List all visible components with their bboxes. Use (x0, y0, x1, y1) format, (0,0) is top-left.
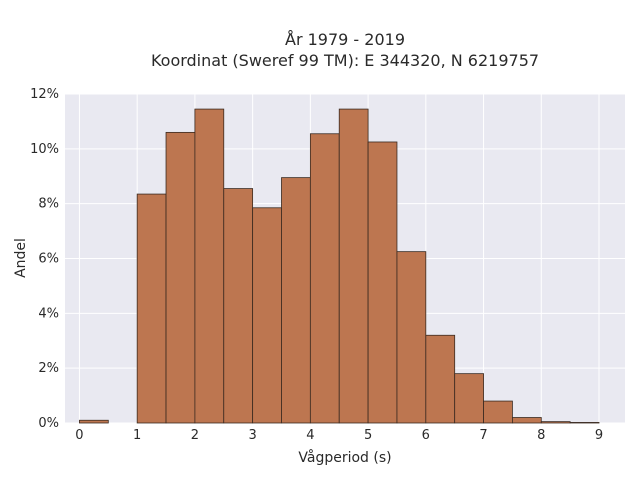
x-tick-label: 8 (537, 428, 545, 443)
x-tick-label: 1 (133, 428, 141, 443)
histogram-bar (79, 419, 109, 424)
x-tick-label: 3 (248, 428, 256, 443)
y-tick-label: 6% (38, 252, 59, 267)
histogram-bar (281, 177, 311, 424)
histogram-bar (223, 188, 254, 424)
x-axis-label: Vågperiod (s) (298, 449, 391, 466)
x-axis-ticks: 0 1 2 3 4 5 6 7 8 9 (75, 428, 603, 443)
x-tick-label: 6 (422, 428, 430, 443)
histogram-bar (483, 400, 513, 424)
y-axis-ticks: 0% 2% 4% 6% 8% 10% 12% (30, 87, 59, 431)
y-tick-label: 2% (38, 361, 59, 376)
histogram-bar (425, 334, 456, 424)
histogram-bar (569, 422, 600, 424)
histogram-bar (194, 108, 225, 424)
y-axis-label: Andel (13, 238, 29, 278)
histogram-bar (540, 421, 571, 424)
histogram-bar (396, 251, 427, 424)
histogram-bar (454, 373, 484, 424)
y-tick-label: 12% (30, 87, 59, 102)
chart-title-line-2: Koordinat (Sweref 99 TM): E 344320, N 62… (151, 51, 539, 70)
histogram-bar (367, 141, 398, 424)
histogram-bar (512, 417, 542, 424)
x-tick-label: 7 (479, 428, 487, 443)
x-tick-label: 2 (191, 428, 199, 443)
y-tick-label: 8% (38, 197, 59, 212)
histogram-bar (136, 193, 167, 424)
x-tick-label: 5 (364, 428, 372, 443)
y-tick-label: 4% (38, 306, 59, 321)
histogram-bar (165, 131, 196, 424)
y-tick-label: 0% (38, 416, 59, 431)
histogram-bars (79, 108, 600, 424)
histogram-bar (338, 108, 369, 424)
x-tick-label: 4 (306, 428, 314, 443)
chart-title-line-1: År 1979 - 2019 (285, 30, 405, 49)
histogram-bar (252, 207, 282, 424)
histogram-bar (309, 133, 340, 424)
x-tick-label: 0 (75, 428, 83, 443)
x-tick-label: 9 (595, 428, 603, 443)
y-tick-label: 10% (30, 142, 59, 157)
